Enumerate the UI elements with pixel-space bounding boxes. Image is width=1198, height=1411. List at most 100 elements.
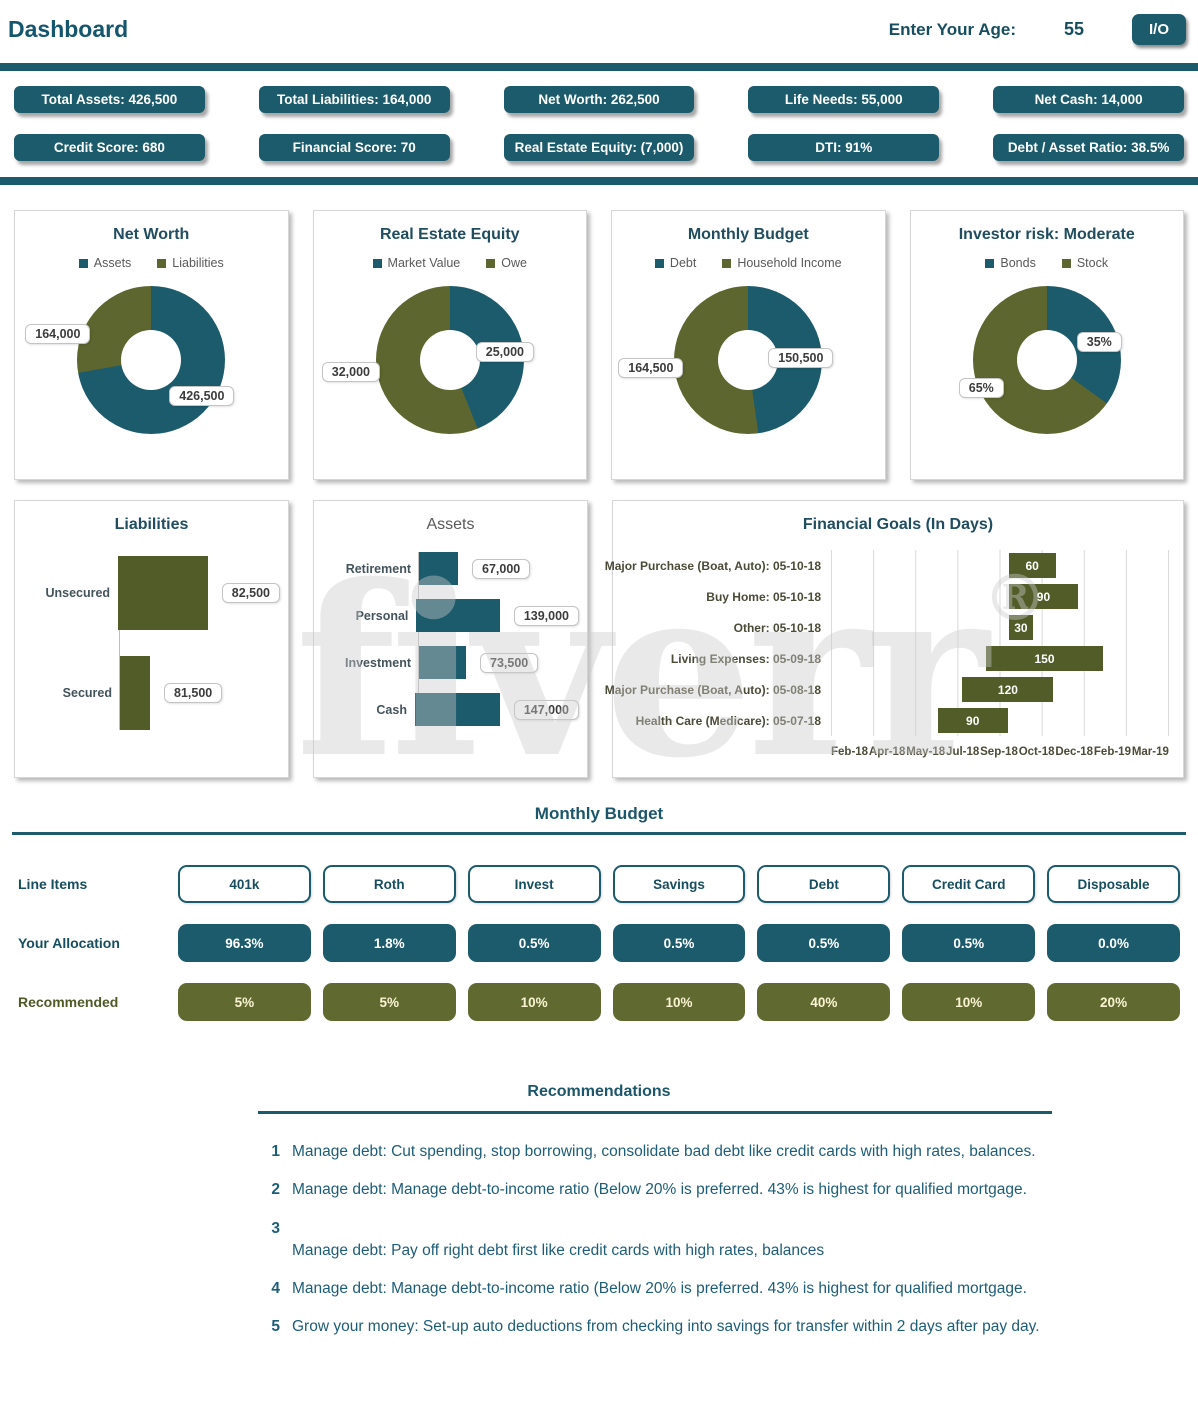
kpi-net-worth: Net Worth: 262,500 <box>503 86 695 113</box>
monthly-budget-table: Line Items 401k Roth Invest Savings Debt… <box>0 865 1198 1021</box>
data-label: 67,000 <box>472 558 531 579</box>
kpi-life-needs: Life Needs: 55,000 <box>748 86 940 113</box>
recommended-value: 5% <box>178 983 311 1021</box>
bar-retirement <box>419 552 458 585</box>
financial-goals-chart-card: Financial Goals (In Days) Major Purchase… <box>604 500 1184 778</box>
axis-tick: Apr-18 <box>868 746 906 758</box>
goals-plot-area: 60 90 30 150 120 90 <box>831 550 1169 736</box>
item-text: Manage debt: Pay off right debt first li… <box>292 1241 825 1259</box>
category-label: Cash <box>376 702 407 717</box>
data-label: 426,500 <box>169 386 235 406</box>
recommended-value: 10% <box>467 983 601 1021</box>
line-item-debt: Debt <box>757 865 891 903</box>
data-label: 81,500 <box>164 683 223 703</box>
legend-swatch-liabilities <box>157 258 167 268</box>
allocation-value: 0.5% <box>467 924 601 962</box>
legend-swatch-owe <box>486 258 496 268</box>
axis-tick: Feb-19 <box>1093 746 1131 758</box>
chart-title: Liabilities <box>114 516 189 533</box>
data-label: 150,500 <box>768 348 834 368</box>
line-item-disposable: Disposable <box>1047 865 1180 903</box>
data-label: 65% <box>958 378 1004 398</box>
legend-swatch-assets <box>78 258 88 268</box>
axis-tick: Dec-18 <box>1055 746 1094 758</box>
recommended-value: 10% <box>612 983 746 1021</box>
bar-goal: 120 <box>962 677 1054 702</box>
category-label: Major Purchase (Boat, Auto): 05-08-18 <box>604 682 821 697</box>
kpi-total-assets: Total Assets: 426,500 <box>14 86 205 113</box>
line-item-invest: Invest <box>467 865 601 903</box>
investor-risk-donut <box>972 286 1121 434</box>
kpi-section: Total Assets: 426,500 Total Liabilities:… <box>0 71 1198 177</box>
data-label: 147,000 <box>513 699 579 720</box>
item-number: 3 <box>271 1219 280 1237</box>
category-label: Major Purchase (Boat, Auto): 05-10-18 <box>604 558 821 573</box>
data-label: 164,000 <box>25 324 91 344</box>
allocation-value: 96.3% <box>178 924 311 962</box>
kpi-debt-asset-ratio: Debt / Asset Ratio: 38.5% <box>993 134 1184 161</box>
category-label: Retirement <box>345 561 411 576</box>
line-item-credit-card: Credit Card <box>902 865 1036 903</box>
category-label: Living Expenses: 05-09-18 <box>670 651 821 666</box>
monthly-budget-divider <box>12 832 1186 835</box>
legend-label: Household Income <box>737 256 842 270</box>
data-label: 82,500 <box>221 583 280 603</box>
item-number: 1 <box>271 1143 280 1160</box>
data-label: 73,500 <box>480 652 539 673</box>
age-label: Enter Your Age: <box>888 19 1016 39</box>
monthly-budget-section-title: Monthly Budget <box>534 804 664 823</box>
age-input[interactable]: 55 <box>1063 19 1084 39</box>
line-item-savings: Savings <box>612 865 746 903</box>
recommendations-list: 1 Manage debt: Cut spending, stop borrow… <box>262 1140 1072 1338</box>
recommended-value: 5% <box>322 983 456 1021</box>
page-title: Dashboard <box>8 16 129 42</box>
data-label: 35% <box>1076 332 1122 352</box>
bar-goal: 90 <box>1008 584 1079 609</box>
recommended-value: 20% <box>1047 983 1180 1021</box>
recommended-value: 40% <box>757 983 891 1021</box>
category-label: Other: 05-10-18 <box>733 620 821 635</box>
chart-title: Financial Goals (In Days) <box>802 516 994 533</box>
kpi-divider <box>0 177 1198 185</box>
bar-goal: 90 <box>937 708 1008 733</box>
data-label: 139,000 <box>513 605 579 626</box>
data-label: 32,000 <box>321 362 380 382</box>
legend-swatch-market-value <box>372 258 382 268</box>
io-button[interactable]: I/O <box>1131 14 1186 45</box>
allocation-value: 0.0% <box>1047 924 1180 962</box>
legend-label: Stock <box>1076 256 1109 270</box>
recommendation-item: 4 Manage debt: Manage debt-to-income rat… <box>262 1277 1072 1300</box>
legend-label: Bonds <box>1000 256 1036 270</box>
category-label: Buy Home: 05-10-18 <box>706 589 821 604</box>
legend-label: Assets <box>93 256 132 270</box>
bar-goal: 60 <box>1008 553 1056 578</box>
legend-swatch-household-income <box>722 258 732 268</box>
item-text: Grow your money: Set-up auto deductions … <box>292 1318 1040 1335</box>
kpi-real-estate-equity: Real Estate Equity: (7,000) <box>503 134 695 161</box>
allocation-value: 0.5% <box>902 924 1036 962</box>
legend-label: Debt <box>669 256 697 270</box>
line-item-401k: 401k <box>178 865 311 903</box>
chart-title: Investor risk: Moderate <box>958 226 1135 243</box>
chart-title: Monthly Budget <box>687 226 809 243</box>
recommendation-item: 3 Manage debt: Pay off right debt first … <box>262 1217 1072 1262</box>
category-label: Personal <box>355 608 409 623</box>
axis-tick: Feb-18 <box>831 746 869 758</box>
kpi-financial-score: Financial Score: 70 <box>258 134 450 161</box>
net-worth-donut <box>77 286 226 434</box>
investor-risk-chart-card: Investor risk: Moderate Bonds Stock 35% … <box>909 210 1184 480</box>
goals-x-axis: Feb-18 Apr-18 May-18 Jul-18 Sep-18 Oct-1… <box>831 746 1169 758</box>
bar-goal: 150 <box>986 646 1103 671</box>
recommendations-title: Recommendations <box>527 1083 671 1100</box>
chart-title: Assets <box>426 516 475 533</box>
kpi-net-cash: Net Cash: 14,000 <box>993 86 1184 113</box>
allocation-value: 0.5% <box>757 924 891 962</box>
data-label: 164,500 <box>618 358 684 378</box>
chart-title: Real Estate Equity <box>379 226 520 243</box>
item-number: 2 <box>271 1181 280 1199</box>
allocation-value: 1.8% <box>322 924 456 962</box>
bar-cash <box>414 693 500 726</box>
category-label: Health Care (Medicare): 05-07-18 <box>635 713 821 728</box>
item-number: 5 <box>271 1318 280 1335</box>
recommendation-item: 1 Manage debt: Cut spending, stop borrow… <box>262 1140 1072 1163</box>
